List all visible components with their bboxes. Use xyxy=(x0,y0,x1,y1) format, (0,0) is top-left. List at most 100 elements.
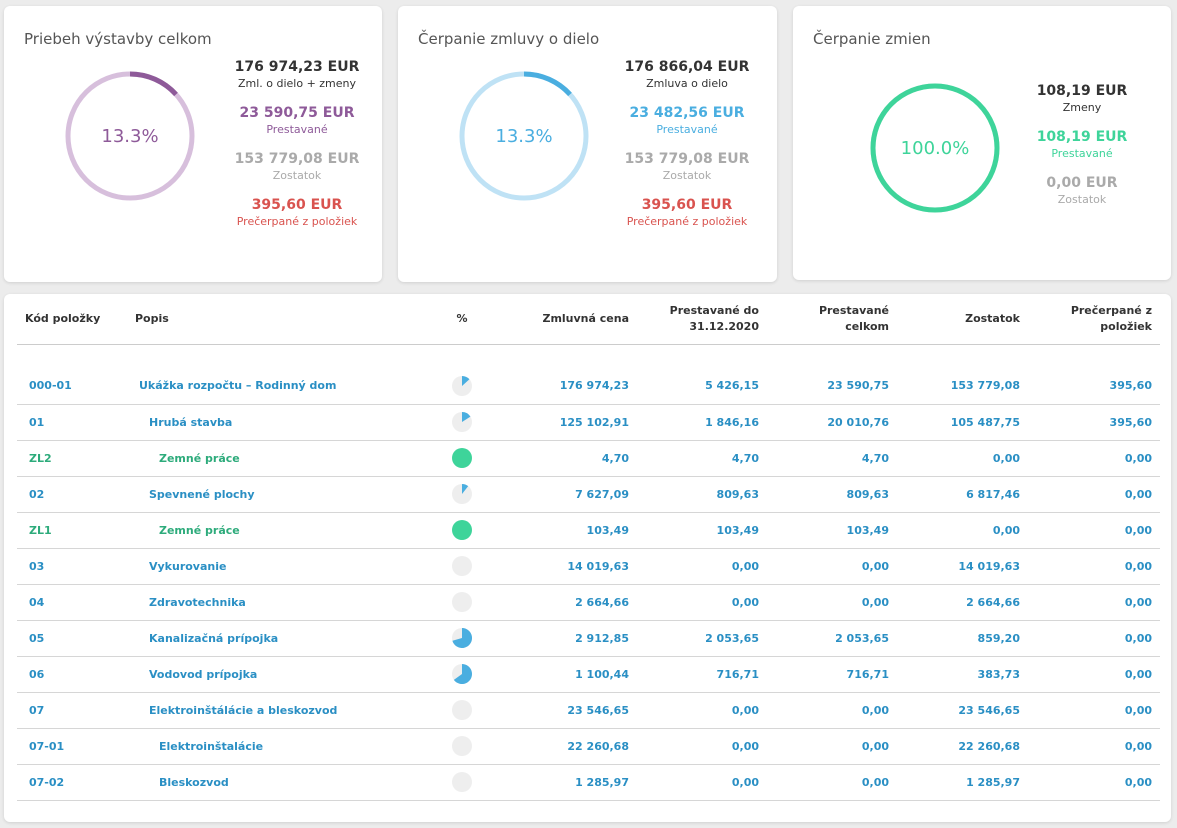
cell-description: Kanalizačná prípojka xyxy=(127,620,427,656)
cell-built-to-date: 0,00 xyxy=(637,764,767,800)
stat-label: Zmeny xyxy=(1007,100,1157,116)
cell-code: 07 xyxy=(17,692,127,728)
cell-built-to-date: 0,00 xyxy=(637,692,767,728)
cell-overdrawn: 0,00 xyxy=(1028,440,1160,476)
cell-description: Vykurovanie xyxy=(127,548,427,584)
card-title: Čerpanie zmluvy o dielo xyxy=(418,30,599,48)
cell-overdrawn: 0,00 xyxy=(1028,692,1160,728)
cell-percent xyxy=(427,620,497,656)
progress-pie-icon xyxy=(452,736,472,756)
stat-value: 395,60 EUR xyxy=(222,196,372,214)
stat-block: 395,60 EUR Prečerpané z položiek xyxy=(222,196,372,230)
cell-remaining: 859,20 xyxy=(897,620,1028,656)
table-row[interactable]: ZL1 Zemné práce 103,49 103,49 103,49 0,00 0,00 xyxy=(17,512,1160,548)
cell-built-to-date: 809,63 xyxy=(637,476,767,512)
progress-pie-icon xyxy=(452,628,472,648)
cell-code: ZL2 xyxy=(17,440,127,476)
cell-remaining: 383,73 xyxy=(897,656,1028,692)
table-row[interactable]: 07 Elektroinštálácie a bleskozvod 23 546,6… xyxy=(17,692,1160,728)
table-row[interactable]: 07-02 Bleskozvod 1 285,97 0,00 0,00 1 285,97 0… xyxy=(17,764,1160,800)
cell-percent xyxy=(427,548,497,584)
stat-block: 395,60 EUR Prečerpané z položiek xyxy=(612,196,762,230)
cell-overdrawn: 0,00 xyxy=(1028,512,1160,548)
stat-value: 108,19 EUR xyxy=(1007,128,1157,146)
stat-value: 23 482,56 EUR xyxy=(612,104,762,122)
cell-built-total: 0,00 xyxy=(767,692,897,728)
table-row[interactable]: 01 Hrubá stavba 125 102,91 1 846,16 20 010,7… xyxy=(17,404,1160,440)
stat-block: 153 779,08 EUR Zostatok xyxy=(222,150,372,184)
progress-pie-icon xyxy=(452,772,472,792)
table-row[interactable]: 02 Spevnené plochy 7 627,09 809,63 809,63 6 8… xyxy=(17,476,1160,512)
stat-block: 23 590,75 EUR Prestavané xyxy=(222,104,372,138)
cell-overdrawn: 0,00 xyxy=(1028,548,1160,584)
cell-remaining: 0,00 xyxy=(897,440,1028,476)
stat-block: 153 779,08 EUR Zostatok xyxy=(612,150,762,184)
table-row[interactable]: 07-01 Elektroinštalácie 22 260,68 0,00 0,00 2… xyxy=(17,728,1160,764)
cell-remaining: 1 285,97 xyxy=(897,764,1028,800)
stat-value: 176 866,04 EUR xyxy=(612,58,762,76)
table-row[interactable]: ZL2 Zemné práce 4,70 4,70 4,70 0,00 0,00 xyxy=(17,440,1160,476)
cell-percent xyxy=(427,692,497,728)
cell-contract-price: 2 664,66 xyxy=(497,584,637,620)
cell-description: Elektroinštálácie a bleskozvod xyxy=(127,692,427,728)
cell-overdrawn: 0,00 xyxy=(1028,764,1160,800)
cell-built-to-date: 0,00 xyxy=(637,728,767,764)
progress-pie-icon xyxy=(452,592,472,612)
cell-overdrawn: 0,00 xyxy=(1028,476,1160,512)
progress-donut: 13.3% xyxy=(456,68,592,204)
cell-contract-price: 4,70 xyxy=(497,440,637,476)
header-code[interactable]: Kód položky xyxy=(17,294,127,344)
cell-code: 07-02 xyxy=(17,764,127,800)
cell-built-total: 23 590,75 xyxy=(767,368,897,404)
header-description[interactable]: Popis xyxy=(127,294,427,344)
stat-label: Prestavané xyxy=(222,122,372,138)
card-stats: 108,19 EUR Zmeny 108,19 EUR Prestavané 0,00 … xyxy=(1007,82,1157,220)
card-title: Priebeh výstavby celkom xyxy=(24,30,212,48)
cell-built-to-date: 5 426,15 xyxy=(637,368,767,404)
card-stats: 176 974,23 EUR Zml. o dielo + zmeny 23 590… xyxy=(222,58,372,242)
cell-code: 06 xyxy=(17,656,127,692)
cell-description: Zdravotechnika xyxy=(127,584,427,620)
header-contract-price[interactable]: Zmluvná cena xyxy=(497,294,637,344)
stat-label: Prečerpané z položiek xyxy=(612,214,762,230)
header-percent[interactable]: % xyxy=(427,294,497,344)
cell-built-to-date: 0,00 xyxy=(637,584,767,620)
header-built-to-date[interactable]: Prestavané do 31.12.2020 xyxy=(637,294,767,344)
cell-remaining: 6 817,46 xyxy=(897,476,1028,512)
header-overdrawn[interactable]: Prečerpané z položiek xyxy=(1028,294,1160,344)
cell-built-to-date: 0,00 xyxy=(637,548,767,584)
cell-remaining: 0,00 xyxy=(897,512,1028,548)
cell-code: 02 xyxy=(17,476,127,512)
table-spacer xyxy=(17,344,1160,368)
cell-description: Spevnené plochy xyxy=(127,476,427,512)
cell-description: Hrubá stavba xyxy=(127,404,427,440)
header-built-total[interactable]: Prestavané celkom xyxy=(767,294,897,344)
progress-pie-icon xyxy=(452,700,472,720)
cell-percent xyxy=(427,584,497,620)
table-row[interactable]: 05 Kanalizačná prípojka 2 912,85 2 053,65 2 … xyxy=(17,620,1160,656)
cell-contract-price: 1 100,44 xyxy=(497,656,637,692)
stat-block: 108,19 EUR Zmeny xyxy=(1007,82,1157,116)
stat-block: 0,00 EUR Zostatok xyxy=(1007,174,1157,208)
cell-overdrawn: 0,00 xyxy=(1028,728,1160,764)
table-row[interactable]: 03 Vykurovanie 14 019,63 0,00 0,00 14 019,63 0… xyxy=(17,548,1160,584)
header-remaining[interactable]: Zostatok xyxy=(897,294,1028,344)
cell-built-total: 716,71 xyxy=(767,656,897,692)
cell-built-total: 4,70 xyxy=(767,440,897,476)
cell-built-to-date: 103,49 xyxy=(637,512,767,548)
cell-overdrawn: 0,00 xyxy=(1028,656,1160,692)
card-title: Čerpanie zmien xyxy=(813,30,931,48)
table-row[interactable]: 000-01 Ukážka rozpočtu – Rodinný dom 176 9… xyxy=(17,368,1160,404)
cell-built-to-date: 716,71 xyxy=(637,656,767,692)
cell-remaining: 105 487,75 xyxy=(897,404,1028,440)
progress-pie-icon xyxy=(452,664,472,684)
stat-block: 108,19 EUR Prestavané xyxy=(1007,128,1157,162)
cell-overdrawn: 395,60 xyxy=(1028,368,1160,404)
table-row[interactable]: 04 Zdravotechnika 2 664,66 0,00 0,00 2 664,66… xyxy=(17,584,1160,620)
cell-contract-price: 23 546,65 xyxy=(497,692,637,728)
cell-percent xyxy=(427,440,497,476)
table-row[interactable]: 06 Vodovod prípojka 1 100,44 716,71 716,71 38… xyxy=(17,656,1160,692)
cell-remaining: 22 260,68 xyxy=(897,728,1028,764)
cell-contract-price: 14 019,63 xyxy=(497,548,637,584)
cell-contract-price: 1 285,97 xyxy=(497,764,637,800)
